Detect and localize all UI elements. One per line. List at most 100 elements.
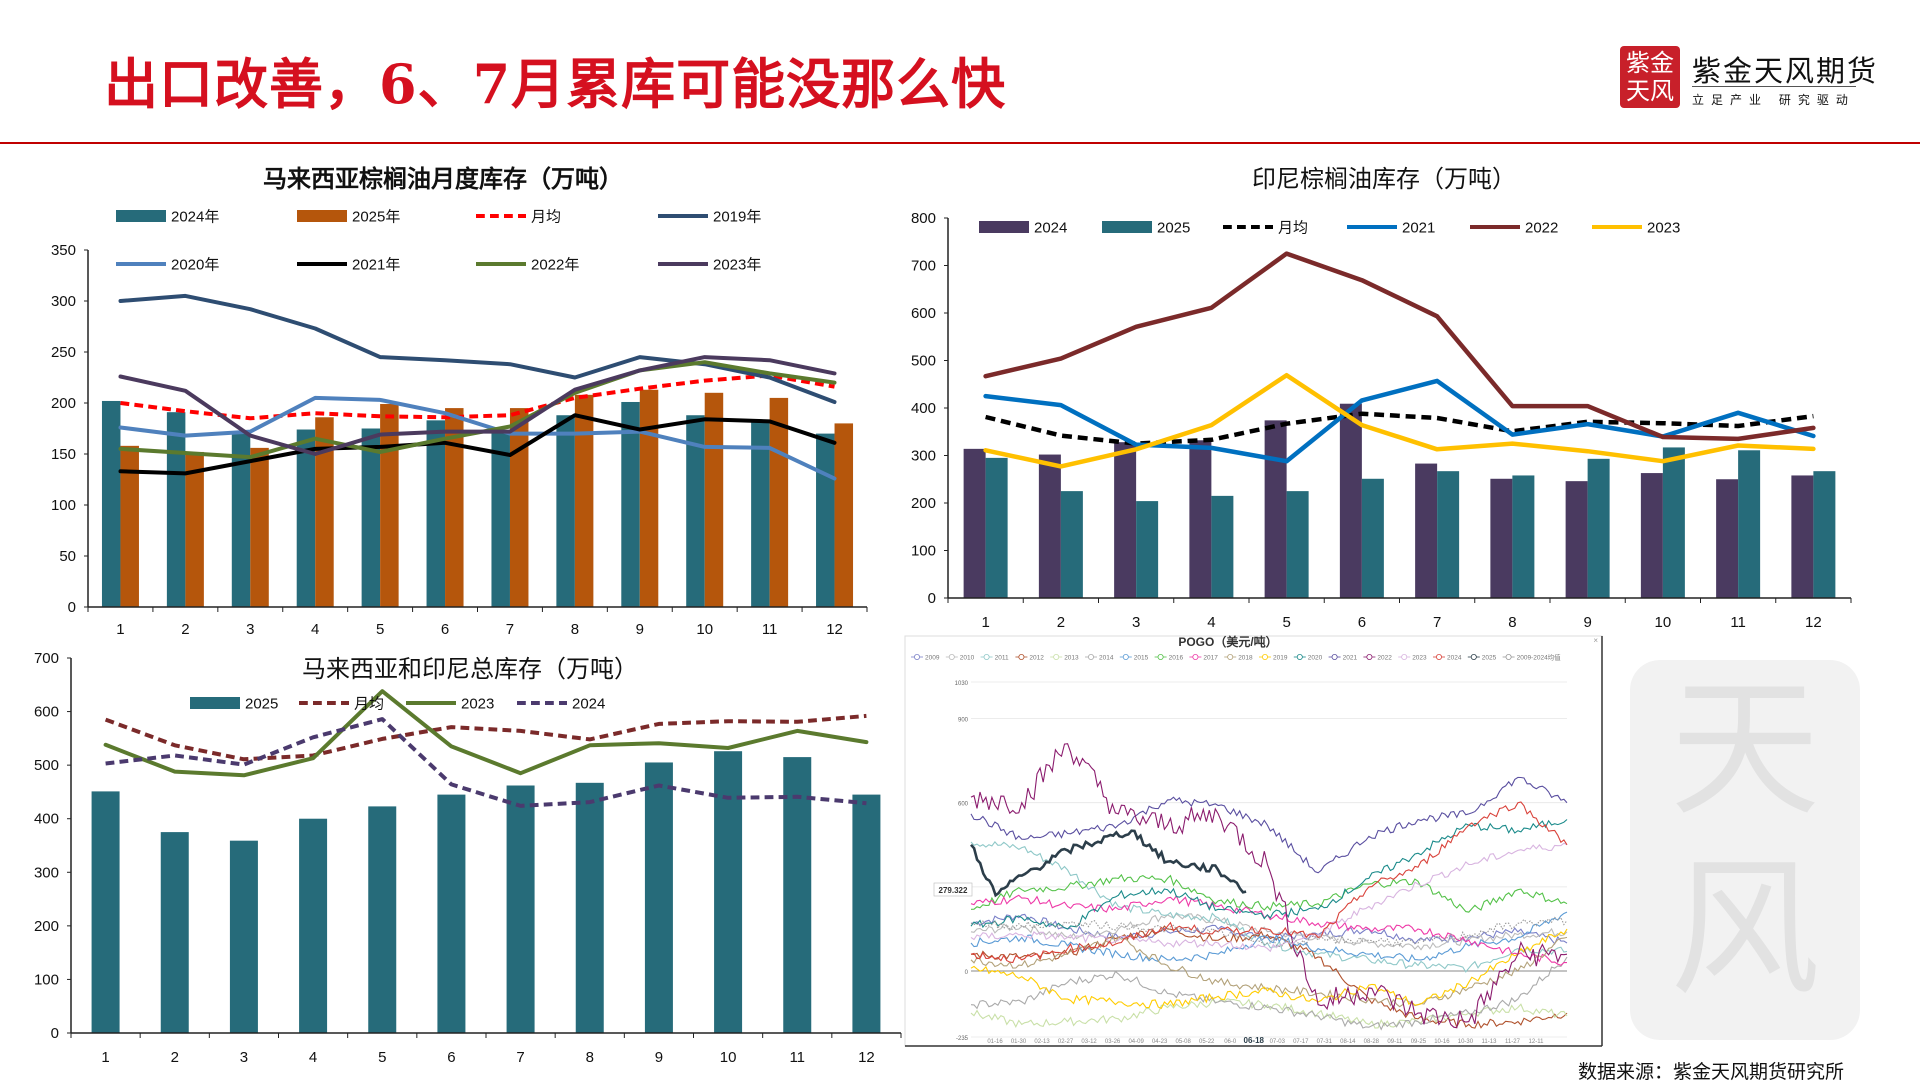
legend-marker [948,654,955,661]
watermark-text: 天风 [1669,663,1820,1017]
bar-2025年-11 [769,397,789,607]
bar-2024年-12 [816,433,835,607]
x-tick-label: 10 [720,1049,737,1066]
bar-2025-7 [506,785,535,1033]
x-tick-label: 02-13 [1034,1039,1050,1045]
x-tick-label: 3 [240,1049,248,1066]
legend-label: 2022 [1525,220,1558,237]
y-tick-label: 200 [911,495,936,512]
series-line-2025 [970,829,1247,898]
legend-label: 月均 [531,209,561,226]
legend-item: 2019年 [658,209,761,226]
bar-2024-2 [1038,454,1061,598]
x-tick-label: 3 [1132,614,1140,631]
y-tick-label: 800 [911,210,936,227]
y-tick-label: 400 [34,811,59,828]
bar-2025年-6 [445,408,464,607]
x-tick-label: 5 [376,621,384,638]
legend-label: 2025 [245,696,278,713]
bar-2024-1 [963,448,986,598]
series-line-2020年 [118,395,837,481]
y-tick-label: 600 [34,704,59,721]
bar-2025-4 [1211,495,1234,598]
legend-label: 2023 [1412,655,1427,662]
legend-item: 2016 [1154,654,1183,662]
pogo-panel [904,635,1603,1047]
bar-2024年-1 [101,400,121,607]
bar-2024年-5 [361,428,381,607]
bar-2025-1 [91,791,120,1033]
data-source: 数据来源：紫金天风期货研究所 [1578,1061,1845,1083]
legend-marker [1053,654,1060,661]
legend-item: 2025 [1467,654,1497,662]
series-line-2023年 [118,355,837,456]
bar-2024年-10 [686,415,705,607]
y-tick-label: 300 [911,448,936,465]
x-tick-label: 10 [1655,614,1672,631]
x-tick-label: 4 [309,1049,317,1066]
x-tick-label: 7 [506,621,514,638]
x-tick-label: 12-11 [1529,1039,1545,1045]
legend-item: 2022 [1363,654,1392,662]
legend-label: 2024 [1447,655,1462,662]
y-tick-label: 100 [911,543,936,560]
x-tick-label: 2 [181,621,189,638]
x-tick-label: 08-28 [1364,1039,1380,1045]
legend-marker [1088,654,1095,661]
legend-label: 2019年 [713,209,761,226]
y-tick-label: 700 [34,650,59,667]
bar-2025年-9 [639,389,659,607]
legend-label: 2023 [1647,220,1680,237]
legend-item: 2009 [911,654,940,662]
x-tick-label: 5 [378,1049,386,1066]
bar-2024年-3 [231,433,251,607]
x-tick-label: 10-30 [1458,1039,1474,1045]
series-line-2023 [983,372,1816,469]
legend-marker [1436,654,1443,661]
bar-2024年-6 [426,420,446,607]
legend-label: 2019 [1273,655,1288,662]
y-tick-label: 500 [34,757,59,774]
legend-swatch [190,697,240,709]
bar-2025-3 [229,840,258,1033]
x-tick-label: 4 [1207,614,1215,631]
legend-item: 2023年 [658,257,761,274]
series-line-2023 [103,689,869,778]
bar-2024-9 [1565,481,1588,598]
legend-marker [1122,654,1129,661]
legend-label: 2020 [1308,655,1323,662]
x-tick-label: 12 [826,621,843,638]
legend-item: 2024 [979,220,1067,237]
x-tick-label: 9 [655,1049,663,1066]
bar-2025年-5 [380,404,399,607]
legend-label: 2025 [1482,655,1497,662]
y-tick-label: 250 [51,344,76,361]
x-tick-label: 08-14 [1340,1039,1356,1045]
series-line-2021 [970,776,1568,874]
close-icon[interactable]: × [1593,636,1598,645]
legend-label: 2024 [1034,220,1067,237]
legend-label: 2021 [1343,655,1358,662]
x-tick-label: 04-09 [1128,1039,1144,1045]
legend-item: 2020 [1293,654,1323,662]
series-line-2020 [970,819,1568,930]
y-tick-label: 200 [34,918,59,935]
bar-2025-8 [1512,475,1535,598]
bar-2024-3 [1114,442,1137,598]
y-tick-label: 1030 [955,681,969,687]
x-tick-label: 6 [447,1049,455,1066]
legend-item: 2023 [1398,654,1427,662]
legend-item: 2018 [1224,654,1253,662]
legend-item: 月均 [299,696,384,713]
bar-2025-5 [1286,491,1309,598]
x-tick-label: 9 [636,621,644,638]
bar-2025年-7 [509,408,529,607]
x-tick-label: 12 [1805,614,1822,631]
x-tick-label: 07-31 [1317,1039,1333,1045]
bar-2024-12 [1791,475,1814,598]
legend-item: 月均 [1223,220,1308,237]
legend-item: 2024年 [116,209,219,226]
bar-2025-3 [1136,501,1159,598]
series-line-月均 [985,411,1814,446]
watermark-seal: 天风 [1630,660,1860,1040]
